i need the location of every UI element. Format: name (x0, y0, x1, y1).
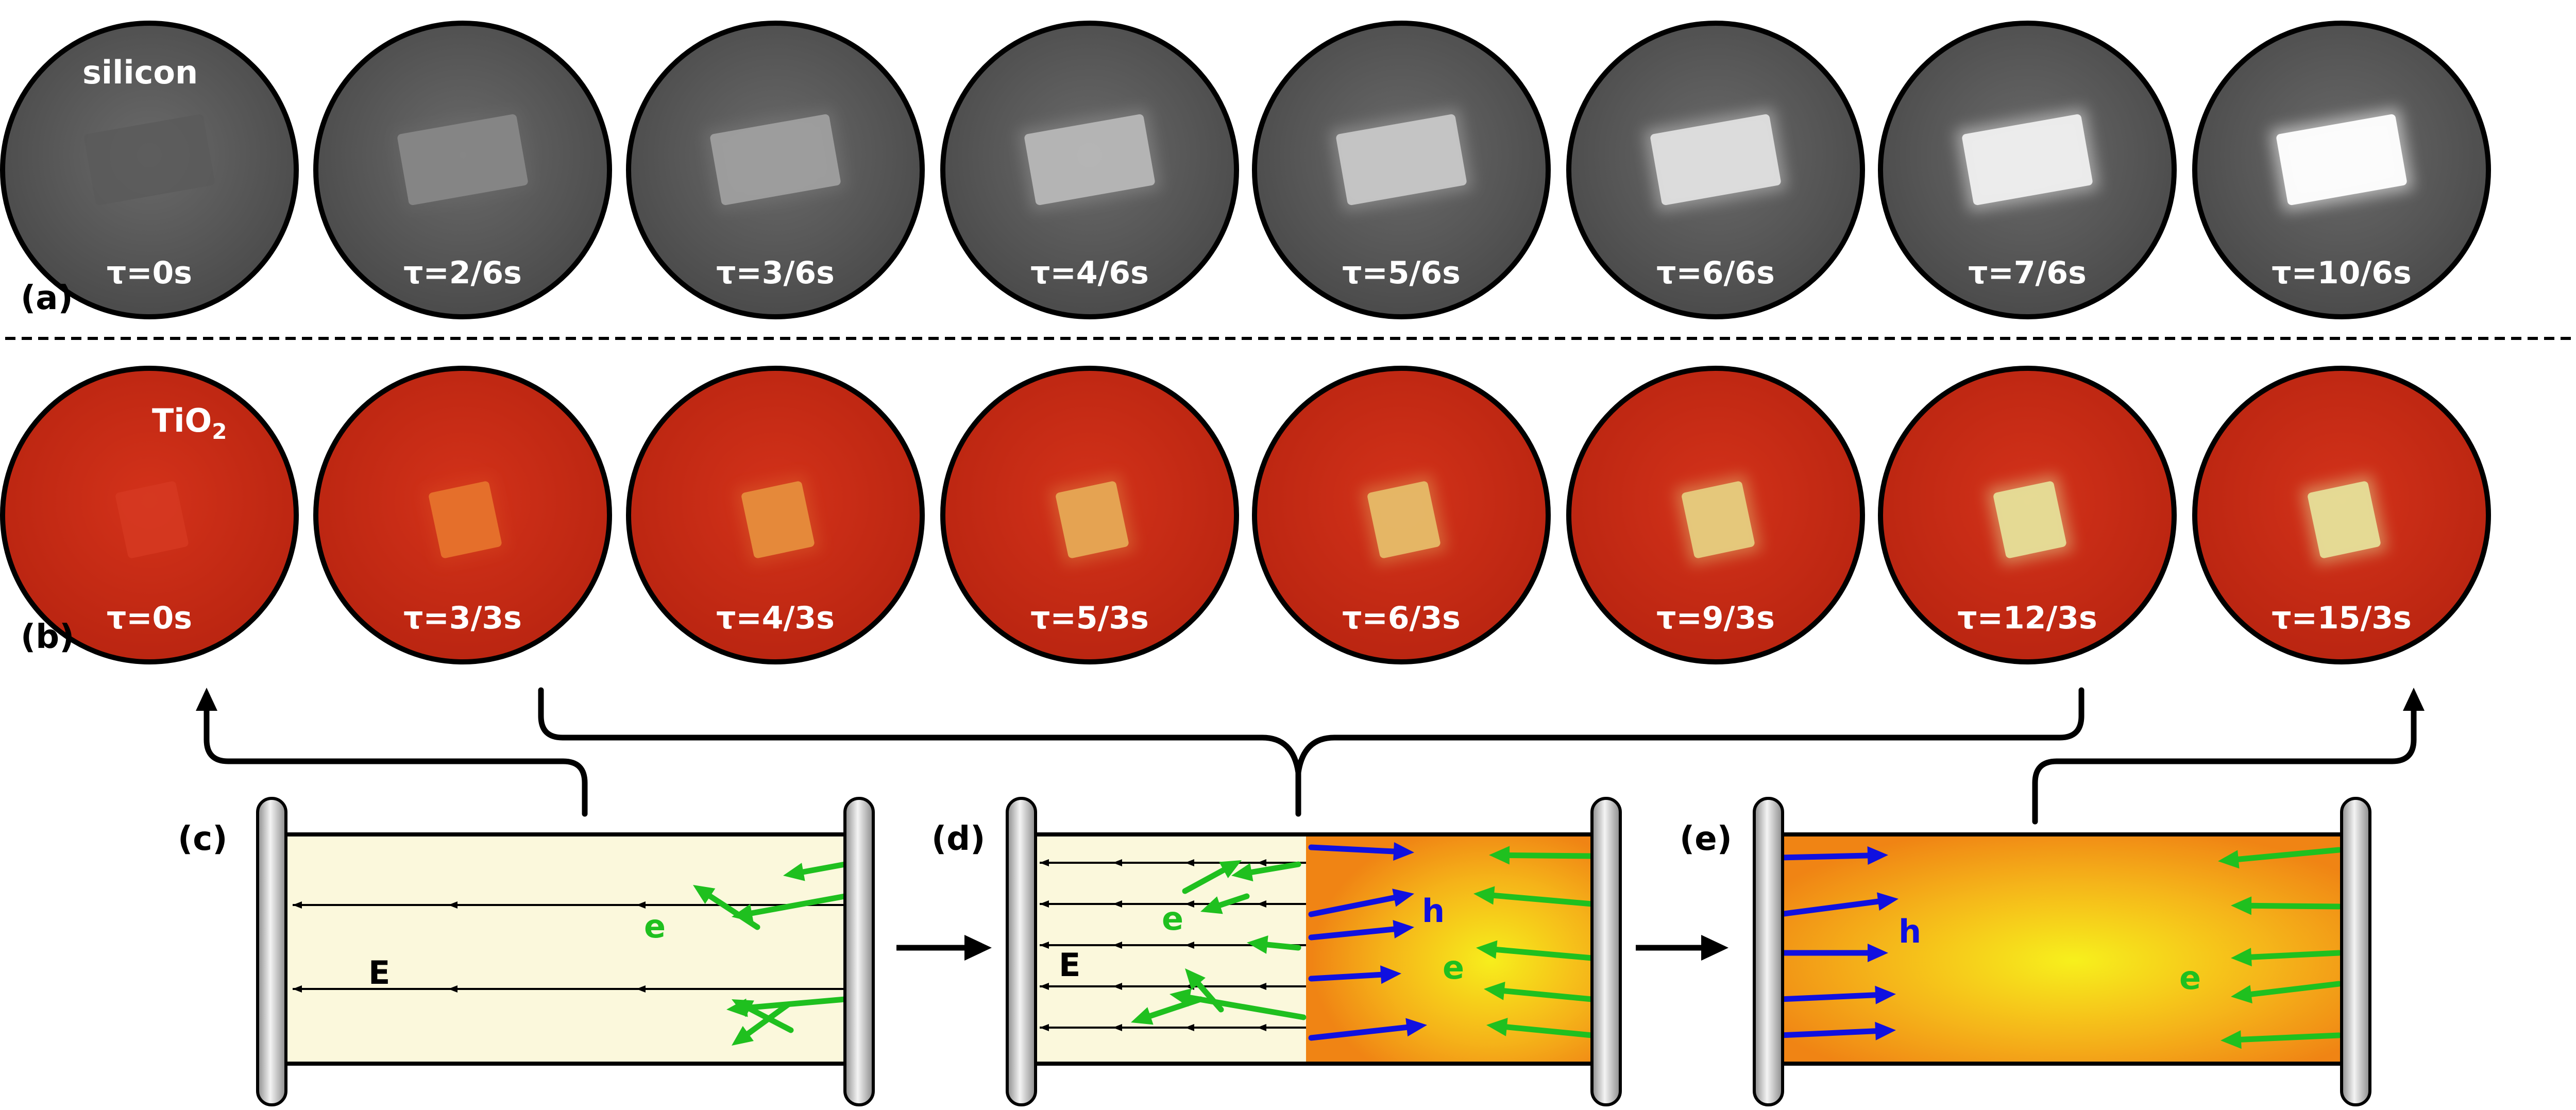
electrode-right-e (2340, 797, 2371, 1106)
time-label: τ=15/3s (2272, 600, 2411, 636)
sample-rectangle (1650, 114, 1781, 206)
material-label-tio2: TiO2 (152, 402, 227, 444)
hole-label-d: h (1422, 892, 1445, 930)
frame-circle: τ=4/3s (626, 366, 925, 664)
sample-rectangle (1962, 114, 2093, 206)
arrow-c-to-d (896, 935, 992, 961)
cavity-e-plasma (1768, 832, 2357, 1066)
connector-d-bracket (538, 687, 2084, 776)
frame-circle: τ=6/3s (1252, 366, 1551, 664)
sample-rectangle (397, 114, 528, 206)
time-label: τ=12/3s (1957, 600, 2097, 636)
sample-rectangle (429, 481, 502, 558)
diagram-label-d: (d) (931, 820, 985, 858)
sample-rectangle (1024, 114, 1155, 206)
electron-label-d: e (1162, 900, 1183, 937)
frame-circle: τ=4/6s (940, 21, 1239, 319)
sample-rectangle (1336, 114, 1467, 206)
frame-circle: τ=6/6s (1566, 21, 1865, 319)
sample-rectangle (1993, 481, 2066, 558)
frame-circle: τ=15/3s (2192, 366, 2491, 664)
sample-rectangle (1682, 481, 1755, 558)
diagram-c: E e (c) (178, 797, 875, 1106)
electrode-left-c (256, 797, 287, 1106)
time-label: τ=3/3s (403, 600, 522, 636)
connector-arrows (196, 687, 2425, 825)
frame-circle: τ=0s (0, 366, 299, 664)
sample-rectangle (2276, 114, 2407, 206)
electron-arrows-d (1131, 846, 1595, 1038)
time-label: τ=3/6s (716, 255, 835, 291)
electrode-right-d (1590, 797, 1622, 1106)
frame-circle: τ=3/3s (313, 366, 612, 664)
arrowhead-e (2403, 688, 2425, 711)
electron-arrows-c (693, 861, 848, 1046)
electron-arrows-e (2218, 847, 2342, 1049)
frame-circle: τ=9/3s (1566, 366, 1865, 664)
material-label-silicon: silicon (82, 54, 198, 91)
silicon-frames-row: τ=0s τ=2/6s τ=3/6s τ=4/6s τ=5/6s τ=6/6s τ=7/6s… (0, 21, 2491, 319)
electrode-right-c (843, 797, 875, 1106)
time-label: τ=4/3s (716, 600, 835, 636)
time-label: τ=6/6s (1656, 255, 1775, 291)
cavity-d-plasma (1306, 834, 1605, 1064)
connector-c-to-first-frame (204, 697, 588, 817)
frame-circle: τ=5/3s (940, 366, 1239, 664)
connector-e-to-last-frame (2032, 697, 2417, 825)
electrode-left-e (1753, 797, 1784, 1106)
sample-rectangle (2308, 481, 2381, 558)
time-label: τ=0s (107, 255, 192, 291)
electrode-left-d (1006, 797, 1037, 1106)
hole-arrows-e (1777, 846, 1899, 1040)
sample-rectangle (1056, 481, 1129, 558)
time-label: τ=2/6s (403, 255, 522, 291)
frame-circle: τ=0s (0, 21, 299, 319)
field-lines-c (293, 901, 845, 993)
time-label: τ=5/3s (1030, 600, 1149, 636)
arrowhead-c (196, 688, 217, 711)
time-label: τ=7/6s (1968, 255, 2087, 291)
frame-circle: τ=2/6s (313, 21, 612, 319)
electron-label-e: e (2179, 959, 2201, 997)
diagram-label-e: (e) (1680, 820, 1732, 858)
time-label: τ=9/3s (1656, 600, 1775, 636)
electron-label-c: e (644, 908, 666, 945)
frame-circle: τ=7/6s (1878, 21, 2177, 319)
panel-label-b: (b) (21, 618, 74, 656)
diagram-label-c: (c) (178, 820, 227, 858)
sample-rectangle (1367, 481, 1440, 558)
diagram-e: h e (e) (1680, 797, 2371, 1106)
frame-circle: τ=10/6s (2192, 21, 2491, 319)
field-label-d: E (1059, 946, 1080, 984)
field-label-c: E (368, 954, 390, 992)
electron-label-d2: e (1443, 949, 1464, 986)
time-label: τ=0s (107, 600, 192, 636)
arrow-d-to-e (1636, 935, 1728, 961)
sample-rectangle (84, 114, 215, 206)
tio2-frames-row: τ=0s τ=3/3s τ=4/3s τ=5/3s τ=6/3s τ=9/3s τ=12/3… (0, 366, 2491, 664)
frame-circle: τ=12/3s (1878, 366, 2177, 664)
hole-label-e: h (1899, 913, 1921, 950)
sample-rectangle (115, 481, 189, 558)
frame-circle: τ=5/6s (1252, 21, 1551, 319)
time-label: τ=5/6s (1342, 255, 1461, 291)
time-label: τ=10/6s (2272, 255, 2411, 291)
time-label: τ=4/6s (1030, 255, 1149, 291)
hole-arrows-d (1308, 842, 1427, 1041)
frame-circle: τ=3/6s (626, 21, 925, 319)
sample-rectangle (710, 114, 841, 206)
time-label: τ=6/3s (1342, 600, 1461, 636)
panel-label-a: (a) (21, 279, 73, 317)
cavity-c (271, 832, 855, 1066)
diagram-d: E e h e (d) (931, 797, 1622, 1106)
sample-rectangle (741, 481, 815, 558)
